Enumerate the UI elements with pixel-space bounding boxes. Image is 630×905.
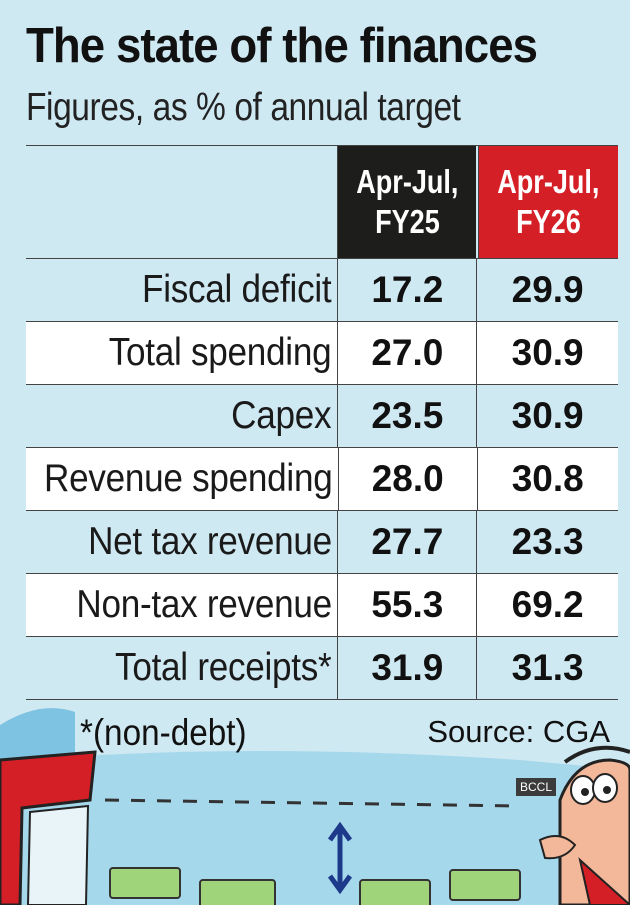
row-label: Fiscal deficit [26, 259, 337, 321]
row-label-text: Total spending [108, 331, 332, 374]
value-fy25: 17.2 [337, 259, 476, 321]
value-fy26: 31.3 [476, 637, 618, 699]
table-row: Capex 23.5 30.9 [26, 384, 618, 447]
table-row: Non-tax revenue 55.3 69.2 [26, 573, 618, 636]
column-header-fy25-line2: FY25 [375, 203, 440, 240]
value-fy26: 69.2 [476, 574, 618, 636]
value-fy25: 55.3 [337, 574, 476, 636]
column-header-fy26: Apr-Jul, FY26 [478, 146, 618, 258]
table-row: Fiscal deficit 17.2 29.9 [26, 258, 618, 321]
cartoon-brow [563, 745, 630, 764]
value-fy25: 23.5 [337, 385, 476, 447]
row-label: Net tax revenue [26, 511, 337, 573]
cartoon-nose [538, 835, 577, 860]
double-arrow-icon [327, 821, 353, 895]
source-credit: Source: CGA [427, 714, 610, 749]
row-label-text: Non-tax revenue [76, 583, 332, 626]
row-label: Capex [26, 385, 337, 447]
red-frame [0, 750, 97, 905]
row-label: Non-tax revenue [26, 574, 337, 636]
frame-inner [26, 804, 90, 905]
footnote: *(non-debt) [80, 712, 247, 753]
table-header-row: Apr-Jul, FY25 Apr-Jul, FY26 [26, 145, 618, 258]
value-fy25: 31.9 [337, 637, 476, 699]
value-fy26: 30.9 [476, 322, 618, 384]
table-row: Net tax revenue 27.7 23.3 [26, 510, 618, 573]
value-fy25: 27.7 [337, 511, 476, 573]
table-row: Revenue spending 28.0 30.8 [26, 447, 618, 510]
watermark: BCCL [516, 778, 557, 796]
table-row: Total receipts* 31.9 31.3 [26, 636, 618, 700]
row-label-text: Revenue spending [43, 457, 333, 500]
column-header-fy25: Apr-Jul, FY25 [337, 146, 477, 258]
cartoon-collar [578, 857, 630, 905]
floor-area [0, 751, 630, 905]
value-fy26: 29.9 [476, 259, 618, 321]
chart-title: The state of the finances [26, 19, 538, 73]
money-bill-icon [109, 867, 181, 899]
table-body: Fiscal deficit 17.2 29.9 Total spending 27.0… [26, 258, 618, 700]
finances-table: Apr-Jul, FY25 Apr-Jul, FY26 Fiscal defic… [26, 145, 618, 700]
money-bill-icon [449, 869, 521, 901]
row-label: Total receipts* [26, 637, 337, 699]
row-label-text: Capex [231, 394, 332, 437]
header-spacer [26, 146, 337, 258]
row-label: Total spending [26, 322, 337, 384]
money-bill-icon [199, 879, 276, 905]
value-fy26: 30.9 [476, 385, 618, 447]
value-fy25: 28.0 [338, 448, 477, 510]
column-header-fy25-line1: Apr-Jul, [356, 163, 459, 200]
row-label-text: Fiscal deficit [142, 268, 332, 311]
money-bill-icon [359, 879, 431, 905]
column-header-fy26-line2: FY26 [516, 203, 581, 240]
chart-subtitle: Figures, as % of annual target [26, 86, 461, 129]
column-header-fy26-line1: Apr-Jul, [497, 163, 600, 200]
value-fy25: 27.0 [337, 322, 476, 384]
row-label: Revenue spending [26, 448, 338, 510]
dashed-line [104, 798, 521, 808]
table-row: Total spending 27.0 30.9 [26, 321, 618, 384]
row-label-text: Total receipts* [115, 646, 332, 689]
row-label-text: Net tax revenue [87, 520, 332, 563]
value-fy26: 30.8 [476, 448, 619, 510]
value-fy26: 23.3 [476, 511, 618, 573]
